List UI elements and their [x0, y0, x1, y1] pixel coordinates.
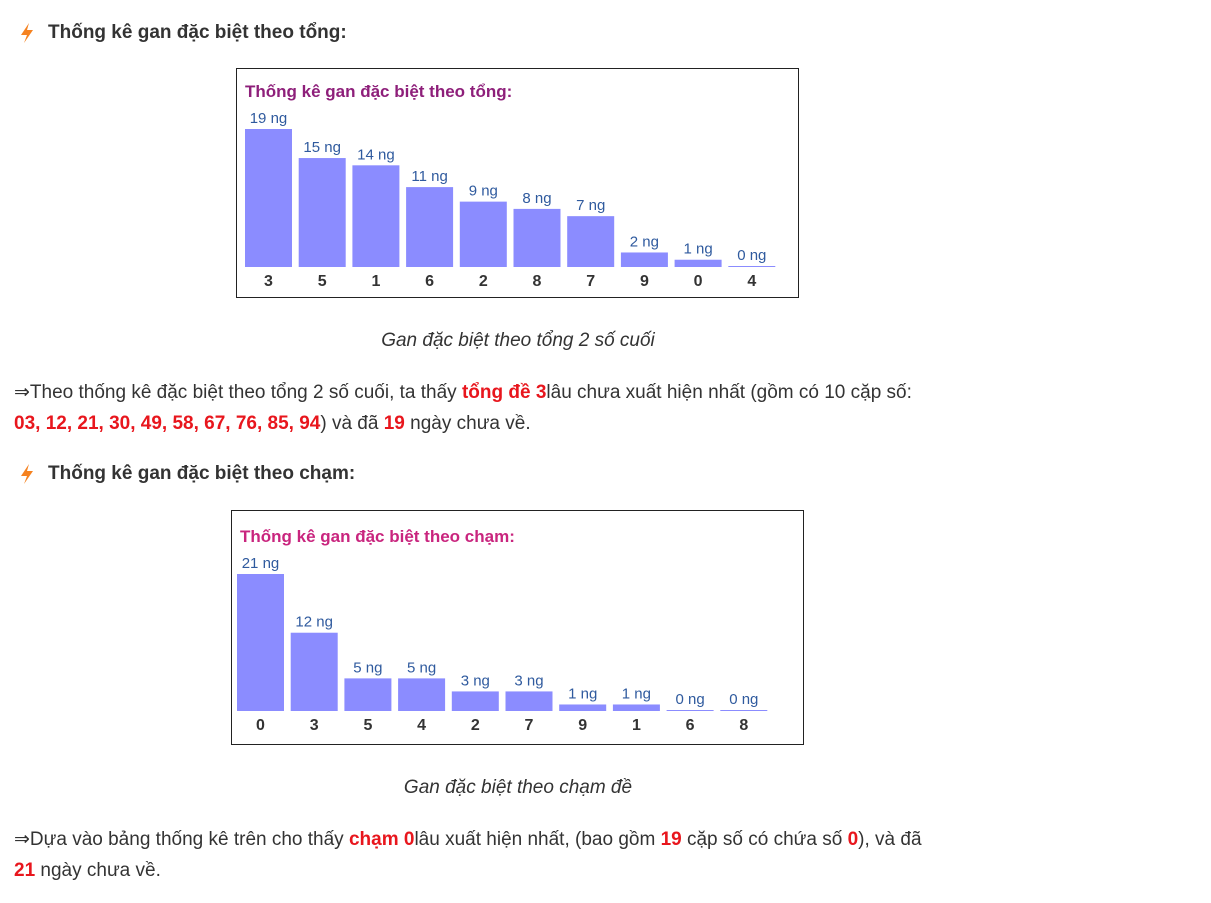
category-label: 5: [363, 717, 372, 734]
bar: [406, 187, 454, 267]
section-heading-text: Thống kê gan đặc biệt theo chạm:: [48, 463, 356, 484]
bar: [674, 259, 722, 267]
chart-title: Thống kê gan đặc biệt theo tổng:: [245, 82, 512, 101]
category-label: 7: [525, 717, 534, 734]
category-label: 2: [479, 273, 488, 290]
data-label: 15 ng: [303, 139, 341, 156]
chart-caption-tong: Gan đặc biệt theo tổng 2 số cuối: [381, 330, 655, 351]
data-label: 3 ng: [461, 672, 490, 689]
category-label: 7: [586, 273, 595, 290]
bar: [290, 632, 338, 711]
highlight-text: 0: [847, 829, 859, 850]
analysis-paragraph-cham: ⇒Dựa vào bảng thống kê trên cho thấy chạ…: [14, 824, 1054, 886]
chart-cham: Thống kê gan đặc biệt theo chạm: 21 ng 0 12…: [231, 510, 804, 745]
bar: [245, 129, 292, 267]
para-text: ngày chưa về.: [404, 413, 531, 434]
analysis-paragraph-tong: ⇒Theo thống kê đặc biệt theo tổng 2 số c…: [14, 377, 1054, 439]
category-label: 1: [632, 717, 641, 734]
bar: [620, 252, 668, 267]
highlight-text: 19: [660, 829, 682, 850]
bar: [567, 216, 615, 267]
section-heading-cham: Thống kê gan đặc biệt theo chạm:: [18, 462, 355, 486]
data-label: 19 ng: [250, 110, 288, 127]
data-label: 0 ng: [737, 247, 766, 264]
bar: [720, 710, 768, 711]
category-label: 8: [739, 717, 748, 734]
para-text: ) và đã: [320, 413, 384, 434]
category-label: 6: [425, 273, 434, 290]
data-label: 0 ng: [675, 691, 704, 708]
bar: [666, 710, 714, 711]
data-label: 1 ng: [622, 685, 651, 702]
chart-cham-svg: Thống kê gan đặc biệt theo chạm:21 ng012…: [237, 527, 768, 734]
data-label: 5 ng: [407, 659, 436, 676]
chart-tong: Thống kê gan đặc biệt theo tổng: 19 ng 3 15…: [236, 68, 799, 298]
category-label: 6: [686, 717, 695, 734]
category-label: 4: [417, 717, 426, 734]
para-text: ngày chưa về.: [35, 860, 161, 881]
category-label: 3: [264, 273, 273, 290]
highlight-text: tổng đề 3: [461, 382, 547, 403]
para-text: lâu xuất hiện nhất, (bao gồm: [414, 829, 661, 850]
chart-caption-cham: Gan đặc biệt theo chạm đề: [403, 777, 633, 798]
category-label: 2: [471, 717, 480, 734]
para-text: ), và đã: [858, 829, 922, 850]
category-label: 1: [371, 273, 380, 290]
bar: [398, 678, 446, 711]
data-label: 7 ng: [576, 197, 605, 214]
highlight-text: 21: [14, 860, 36, 881]
chart-title: Thống kê gan đặc biệt theo chạm:: [240, 527, 515, 546]
bar: [237, 574, 284, 711]
category-label: 0: [694, 273, 703, 290]
category-label: 0: [256, 717, 265, 734]
section-heading-text: Thống kê gan đặc biệt theo tổng:: [48, 22, 347, 43]
data-label: 3 ng: [514, 672, 543, 689]
data-label: 2 ng: [630, 233, 659, 250]
data-label: 12 ng: [295, 614, 333, 631]
data-label: 1 ng: [568, 685, 597, 702]
bar: [513, 208, 561, 267]
data-label: 8 ng: [522, 190, 551, 207]
section-heading-tong: Thống kê gan đặc biệt theo tổng:: [18, 21, 347, 45]
lightning-icon: [21, 464, 33, 484]
highlight-text: chạm 0: [348, 829, 415, 850]
lightning-icon: [21, 23, 33, 43]
para-text: cặp số có chứa số: [681, 829, 848, 850]
data-label: 9 ng: [469, 183, 498, 200]
category-label: 4: [747, 273, 756, 290]
bar: [612, 704, 660, 711]
data-label: 0 ng: [729, 691, 758, 708]
category-label: 5: [318, 273, 327, 290]
data-label: 14 ng: [357, 146, 395, 163]
category-label: 3: [310, 717, 319, 734]
highlight-text: 19: [383, 413, 405, 434]
bar: [728, 266, 776, 267]
data-label: 11 ng: [411, 168, 447, 185]
bar: [505, 691, 553, 711]
para-text: lâu chưa xuất hiện nhất (gồm có 10 cặp s…: [546, 382, 912, 403]
bar: [298, 158, 346, 267]
category-label: 9: [640, 273, 649, 290]
data-label: 1 ng: [683, 241, 712, 258]
chart-tong-svg: Thống kê gan đặc biệt theo tổng:19 ng315…: [245, 82, 776, 290]
bar: [344, 678, 392, 711]
highlight-text: 03, 12, 21, 30, 49, 58, 67, 76, 85, 94: [14, 413, 321, 434]
bar: [559, 704, 607, 711]
data-label: 21 ng: [242, 555, 280, 572]
para-text: ⇒Theo thống kê đặc biệt theo tổng 2 số c…: [14, 382, 462, 403]
data-label: 5 ng: [353, 659, 382, 676]
category-label: 8: [533, 273, 542, 290]
bar: [352, 165, 400, 267]
bar: [451, 691, 499, 711]
para-text: ⇒Dựa vào bảng thống kê trên cho thấy: [14, 829, 349, 850]
bar: [459, 201, 507, 267]
category-label: 9: [578, 717, 587, 734]
